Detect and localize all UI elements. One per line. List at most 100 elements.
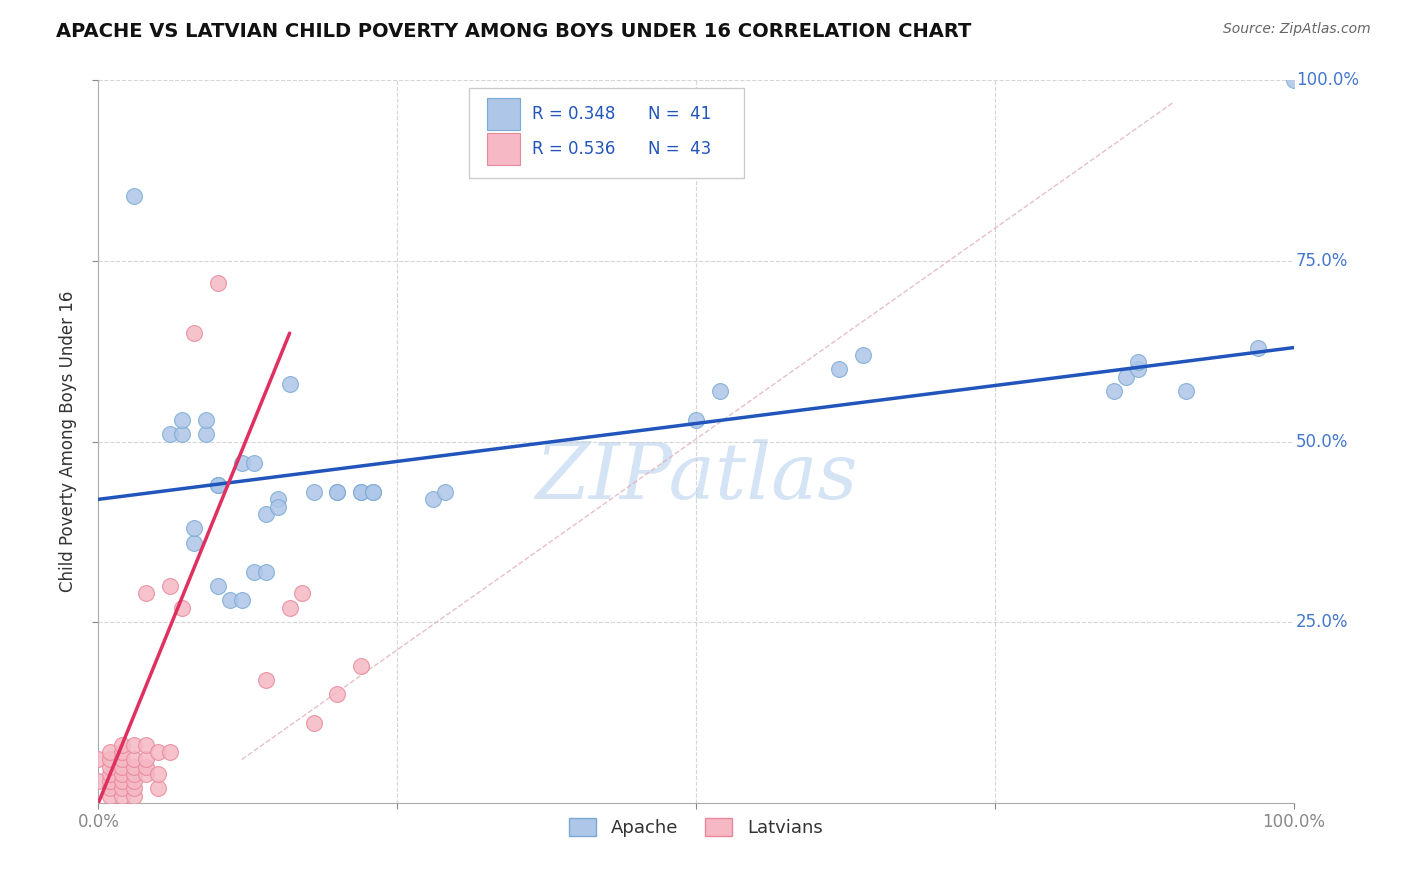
Point (98, 789, 122, 803)
Y-axis label: Child Poverty Among Boys Under 16: Child Poverty Among Boys Under 16 (59, 291, 77, 592)
Point (363, 485, 385, 500)
Point (135, 738, 157, 752)
Point (243, 456, 266, 470)
Point (422, 492, 444, 507)
Point (195, 413, 218, 427)
Point (183, 521, 205, 535)
Point (326, 485, 349, 500)
Point (124, 738, 146, 752)
Point (135, 760, 157, 774)
Point (111, 738, 134, 752)
Point (1128, 355, 1150, 369)
Point (172, 600, 194, 615)
Text: ZIPatlas: ZIPatlas (534, 440, 858, 516)
Point (267, 500, 290, 514)
Text: APACHE VS LATVIAN CHILD POVERTY AMONG BOYS UNDER 16 CORRELATION CHART: APACHE VS LATVIAN CHILD POVERTY AMONG BO… (56, 22, 972, 41)
Point (254, 507, 277, 521)
Point (135, 767, 157, 781)
Point (135, 586, 157, 600)
Point (685, 413, 707, 427)
Text: 50.0%: 50.0% (1296, 433, 1348, 450)
Point (148, 767, 170, 781)
Point (326, 485, 349, 500)
Point (207, 478, 229, 492)
Point (159, 427, 181, 442)
Point (1115, 369, 1137, 384)
Point (124, 789, 146, 803)
Point (172, 413, 194, 427)
Point (326, 687, 349, 701)
Point (124, 752, 146, 766)
Point (231, 456, 253, 470)
Point (1282, 73, 1305, 87)
Point (852, 348, 875, 362)
Point (111, 745, 134, 759)
Point (291, 586, 314, 600)
Point (159, 579, 181, 593)
Point (434, 485, 457, 500)
Point (1175, 384, 1198, 398)
Point (111, 767, 134, 781)
FancyBboxPatch shape (470, 87, 744, 178)
Point (1247, 341, 1270, 355)
Text: 75.0%: 75.0% (1296, 252, 1348, 270)
Point (98, 781, 122, 796)
Point (231, 593, 253, 607)
Point (1128, 362, 1150, 376)
Point (124, 760, 146, 774)
Point (267, 492, 290, 507)
Point (98, 760, 122, 774)
Point (135, 752, 157, 766)
Point (207, 276, 229, 290)
Text: 100.0%: 100.0% (1296, 71, 1360, 89)
Point (350, 485, 373, 500)
Point (183, 326, 205, 340)
Text: R = 0.536: R = 0.536 (533, 140, 616, 158)
Point (219, 593, 242, 607)
Text: Source: ZipAtlas.com: Source: ZipAtlas.com (1223, 22, 1371, 37)
Point (98, 752, 122, 766)
Point (87, 774, 110, 789)
Point (207, 579, 229, 593)
Text: R = 0.348: R = 0.348 (533, 105, 616, 123)
FancyBboxPatch shape (486, 133, 520, 165)
Point (709, 384, 731, 398)
Point (148, 745, 170, 759)
Point (111, 774, 134, 789)
Text: N =  41: N = 41 (648, 105, 711, 123)
Point (195, 427, 218, 442)
Point (111, 752, 134, 766)
Point (124, 189, 146, 203)
Point (124, 767, 146, 781)
Point (302, 485, 325, 500)
Point (148, 781, 170, 796)
Point (111, 760, 134, 774)
Point (278, 600, 301, 615)
FancyBboxPatch shape (486, 98, 520, 130)
Point (254, 673, 277, 687)
Point (172, 427, 194, 442)
Text: N =  43: N = 43 (648, 140, 711, 158)
Point (98, 767, 122, 781)
Point (828, 362, 851, 376)
Point (124, 774, 146, 789)
Point (183, 535, 205, 549)
Point (1104, 384, 1126, 398)
Point (159, 745, 181, 759)
Point (254, 565, 277, 579)
Point (111, 789, 134, 803)
Point (87, 752, 110, 766)
Text: 25.0%: 25.0% (1296, 613, 1348, 632)
Point (302, 716, 325, 731)
Point (124, 781, 146, 796)
Point (350, 485, 373, 500)
Point (350, 658, 373, 673)
Legend: Apache, Latvians: Apache, Latvians (562, 811, 830, 845)
Point (98, 774, 122, 789)
Point (207, 478, 229, 492)
Point (111, 781, 134, 796)
Point (278, 376, 301, 391)
Point (243, 565, 266, 579)
Point (98, 745, 122, 759)
Point (363, 485, 385, 500)
